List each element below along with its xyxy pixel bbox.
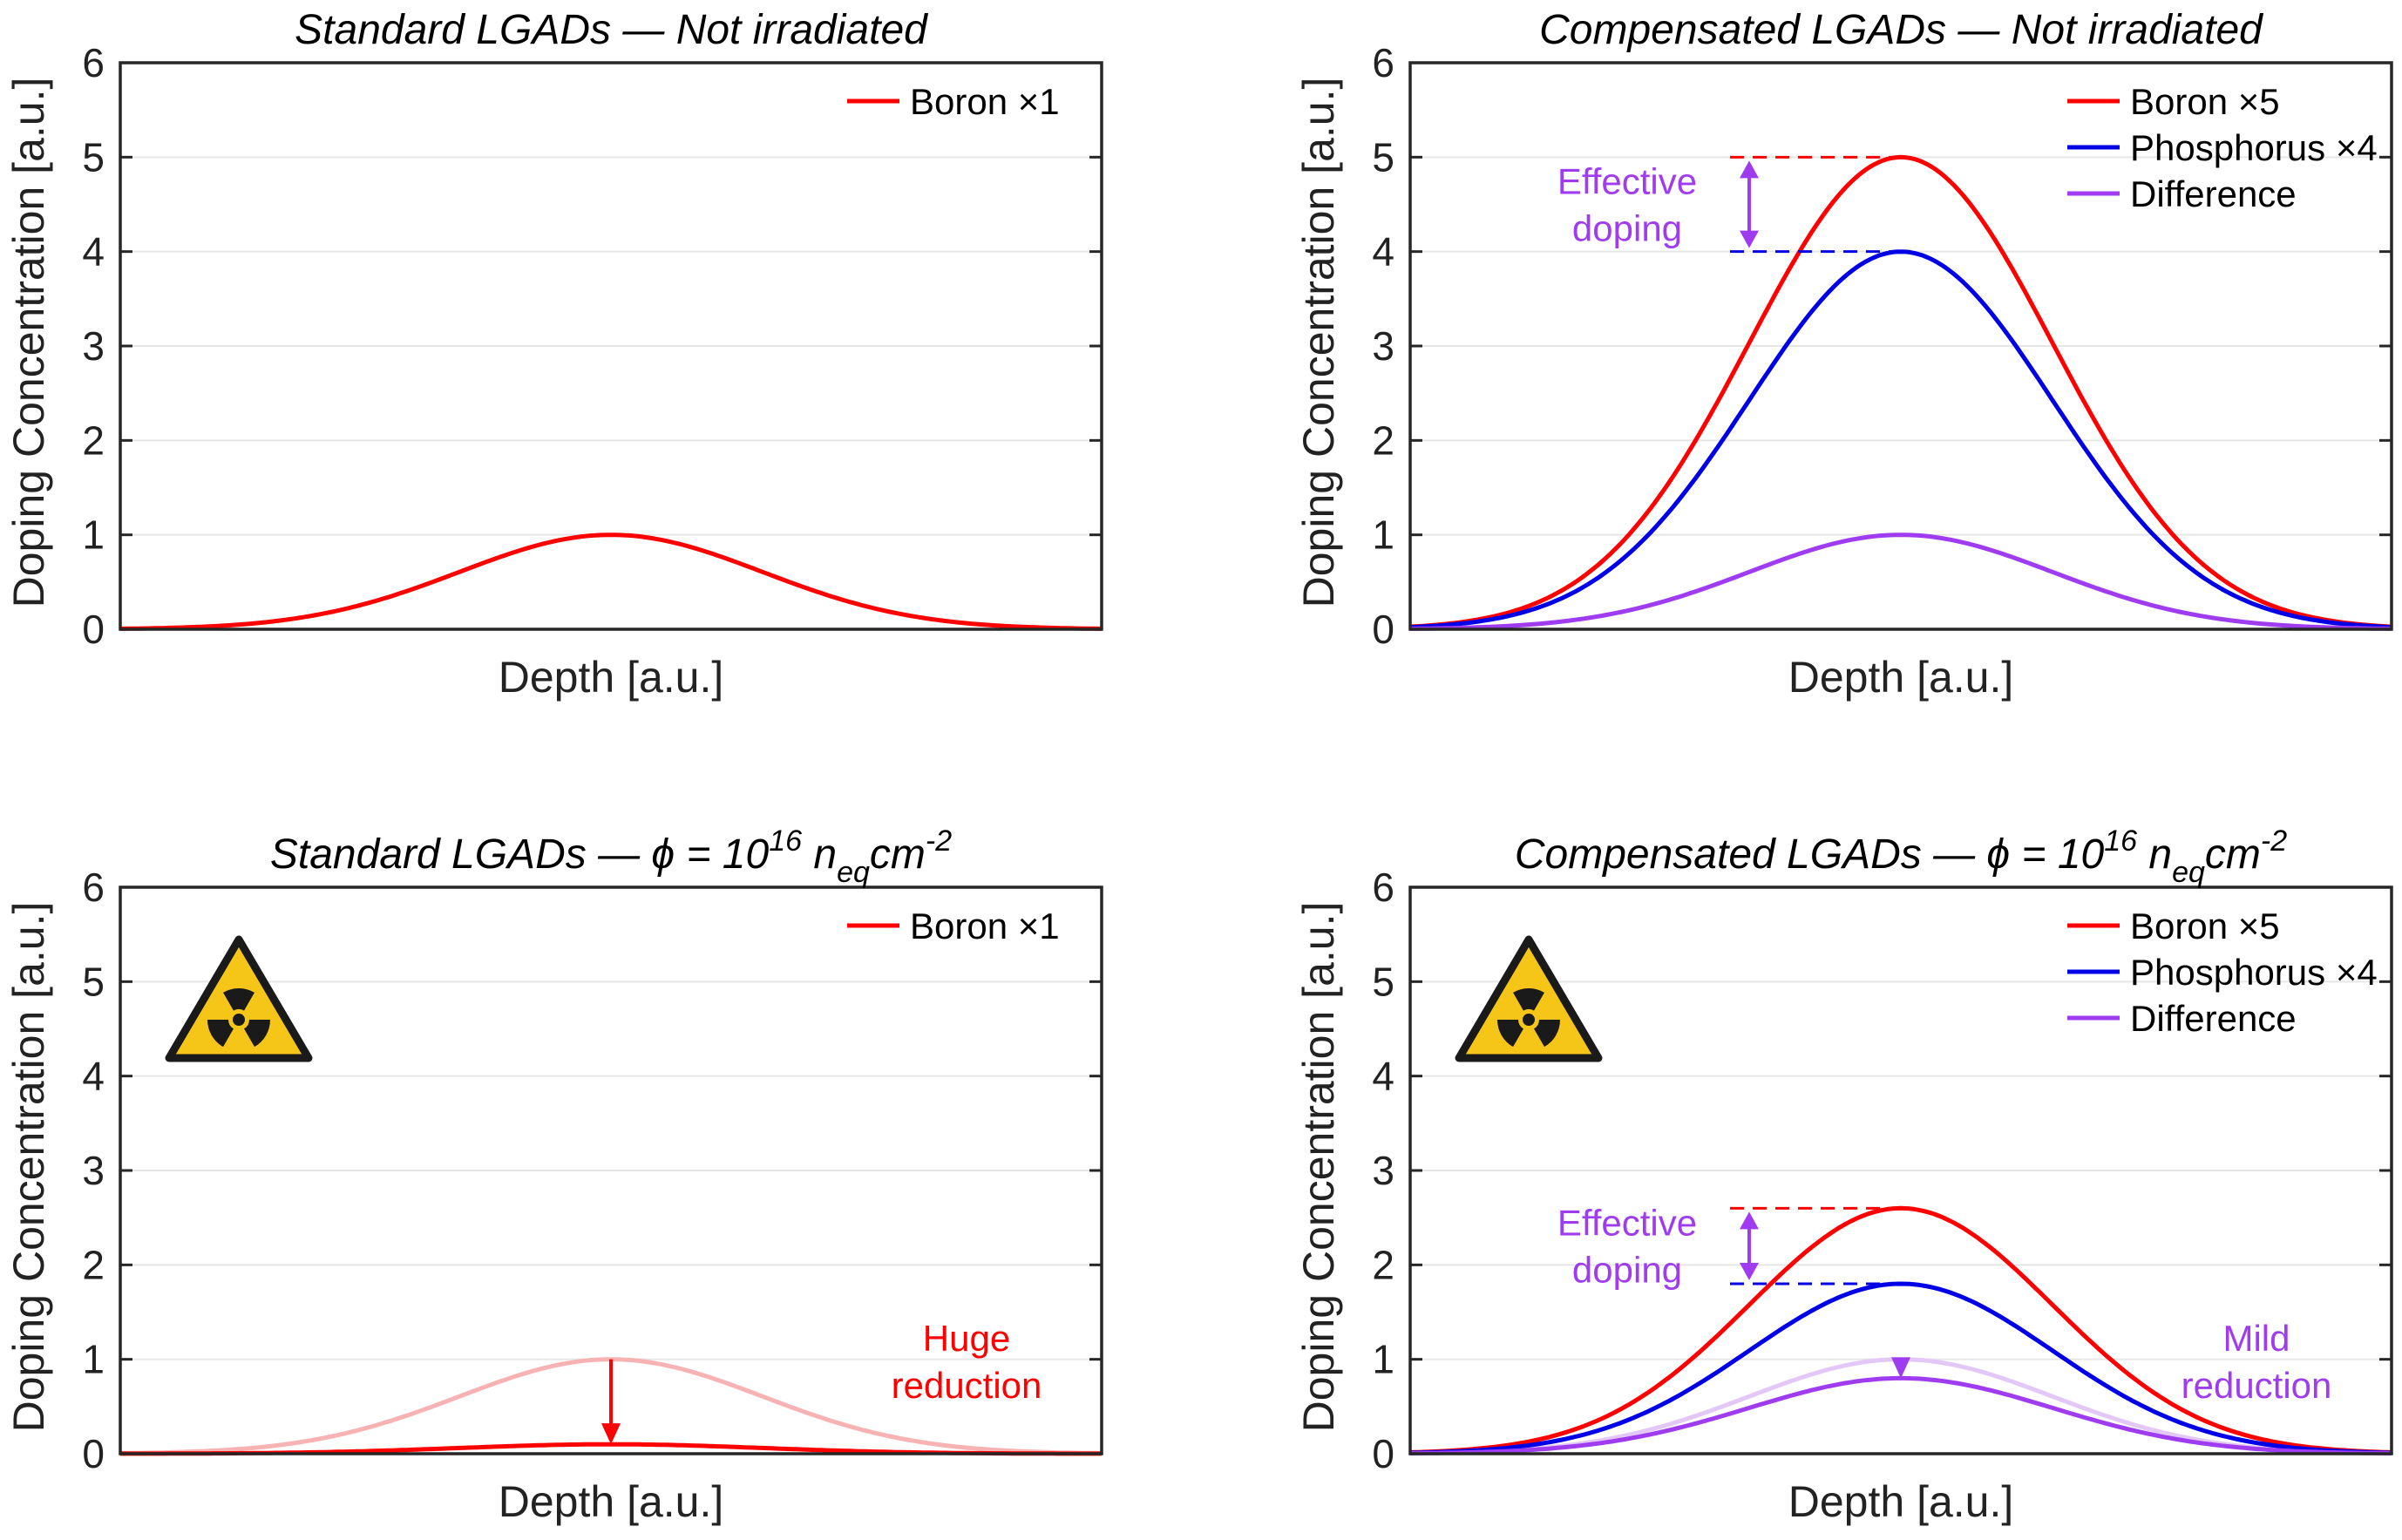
y-tick-label: 4 — [82, 229, 105, 275]
y-tick-label: 6 — [1372, 40, 1394, 85]
y-tick-label: 5 — [1372, 134, 1394, 180]
bracket-arrow-head — [1739, 160, 1759, 179]
chart-panel-4: 0 1 2 3 4 5 6 Depth [a.u.] Doping Concentration … — [1294, 824, 2393, 1526]
annotation-label: Mild — [2222, 1318, 2290, 1359]
y-tick-label: 1 — [1372, 512, 1394, 558]
series-line-boron-5 — [1409, 154, 2392, 629]
y-tick-label: 6 — [82, 865, 105, 910]
legend-label: Difference — [2130, 173, 2297, 214]
legend-label: Phosphorus ×4 — [2130, 127, 2378, 168]
title-superscript: 16 — [769, 824, 802, 858]
title-superscript: 16 — [2104, 824, 2137, 858]
radiation-hazard-icon — [165, 935, 313, 1062]
title-n: n — [2137, 831, 2172, 878]
title-subscript: eq — [837, 856, 870, 889]
y-tick-label: 4 — [1372, 1054, 1394, 1099]
x-axis-label: Depth [a.u.] — [1788, 1477, 2014, 1526]
title-unit-superscript: -2 — [926, 824, 952, 858]
y-tick-label: 3 — [1372, 323, 1394, 369]
bracket-arrow-head — [1739, 1263, 1759, 1280]
title-main: Standard LGADs — Not irradiated — [295, 7, 928, 53]
legend-label: Boron ×5 — [2130, 81, 2280, 122]
y-tick-label: 2 — [1372, 1242, 1394, 1287]
y-tick-label: 1 — [1372, 1337, 1394, 1382]
legend-label: Phosphorus ×4 — [2130, 952, 2378, 993]
annotation-label: Huge — [923, 1318, 1010, 1359]
legend-label: Boron ×1 — [910, 81, 1060, 122]
title-unit: cm — [870, 831, 926, 878]
y-tick-label: 0 — [82, 607, 105, 652]
series-line-boron-1 — [120, 533, 1102, 631]
chart-panel-3: 0 1 2 3 4 5 6 Depth [a.u.] Doping Concentration … — [4, 824, 1103, 1526]
annotation-label: doping — [1572, 1250, 1682, 1291]
title-main: Compensated LGADs — ϕ = 10 — [1515, 831, 2105, 878]
reduction-arrow-head — [1891, 1357, 1910, 1379]
annotation-label: Effective — [1557, 1203, 1697, 1244]
y-tick-label: 0 — [1372, 607, 1394, 652]
chart-panel-2: 0 1 2 3 4 5 6 Depth [a.u.] Doping Concentration … — [1294, 7, 2393, 702]
legend-label: Difference — [2130, 998, 2297, 1039]
bracket-arrow-head — [1739, 1211, 1759, 1230]
x-axis-label: Depth [a.u.] — [1788, 653, 2014, 702]
y-axis-label: Doping Concentration [a.u.] — [1294, 902, 1343, 1433]
series-line-phosphorus-4 — [1409, 249, 2392, 630]
title-n: n — [802, 831, 837, 878]
title-unit-superscript: -2 — [2261, 824, 2287, 858]
y-tick-label: 4 — [1372, 229, 1394, 275]
legend-label: Boron ×1 — [910, 906, 1060, 946]
y-tick-label: 2 — [82, 1242, 105, 1287]
y-tick-label: 4 — [82, 1054, 105, 1099]
x-axis-label: Depth [a.u.] — [499, 1477, 724, 1526]
annotation-label: reduction — [2181, 1365, 2332, 1406]
annotation-label: Effective — [1557, 161, 1697, 202]
hazard-center — [233, 1014, 245, 1026]
series-line-difference — [1410, 533, 2392, 631]
y-tick-label: 0 — [82, 1431, 105, 1476]
y-tick-label: 3 — [1372, 1148, 1394, 1193]
annotation-label: reduction — [892, 1365, 1042, 1406]
bracket-arrow-head — [1739, 230, 1759, 248]
chart-title: Compensated LGADs — Not irradiated — [1539, 7, 2263, 53]
y-tick-label: 5 — [82, 134, 105, 180]
y-tick-label: 6 — [1372, 865, 1394, 910]
y-tick-label: 5 — [82, 959, 105, 1004]
y-tick-label: 0 — [1372, 1431, 1394, 1476]
y-axis-label: Doping Concentration [a.u.] — [4, 78, 53, 608]
y-tick-label: 6 — [82, 40, 105, 85]
reduction-arrow-head — [601, 1423, 621, 1445]
title-main: Compensated LGADs — Not irradiated — [1539, 7, 2263, 53]
y-axis-label: Doping Concentration [a.u.] — [4, 902, 53, 1433]
hazard-blade — [1513, 988, 1544, 1011]
chart-title: Compensated LGADs — ϕ = 1016 neqcm-2 — [1515, 824, 2287, 889]
title-unit: cm — [2205, 831, 2261, 878]
title-main: Standard LGADs — ϕ = 10 — [270, 831, 770, 878]
y-axis-label: Doping Concentration [a.u.] — [1294, 78, 1343, 608]
hazard-blade — [223, 988, 254, 1011]
chart-panel-1: 0 1 2 3 4 5 6 Depth [a.u.] Doping Concentration … — [4, 7, 1103, 702]
y-tick-label: 1 — [82, 512, 105, 558]
x-axis-label: Depth [a.u.] — [499, 653, 724, 702]
y-tick-label: 5 — [1372, 959, 1394, 1004]
y-tick-label: 2 — [82, 417, 105, 463]
chart-title: Standard LGADs — Not irradiated — [295, 7, 928, 53]
y-tick-label: 1 — [82, 1337, 105, 1382]
radiation-hazard-icon — [1455, 935, 1603, 1062]
y-tick-label: 3 — [82, 323, 105, 369]
legend-label: Boron ×5 — [2130, 906, 2280, 946]
y-tick-label: 3 — [82, 1148, 105, 1193]
y-tick-label: 2 — [1372, 417, 1394, 463]
hazard-center — [1523, 1014, 1535, 1026]
chart-title: Standard LGADs — ϕ = 1016 neqcm-2 — [270, 824, 952, 889]
title-subscript: eq — [2172, 856, 2205, 889]
annotation-label: doping — [1572, 208, 1682, 249]
